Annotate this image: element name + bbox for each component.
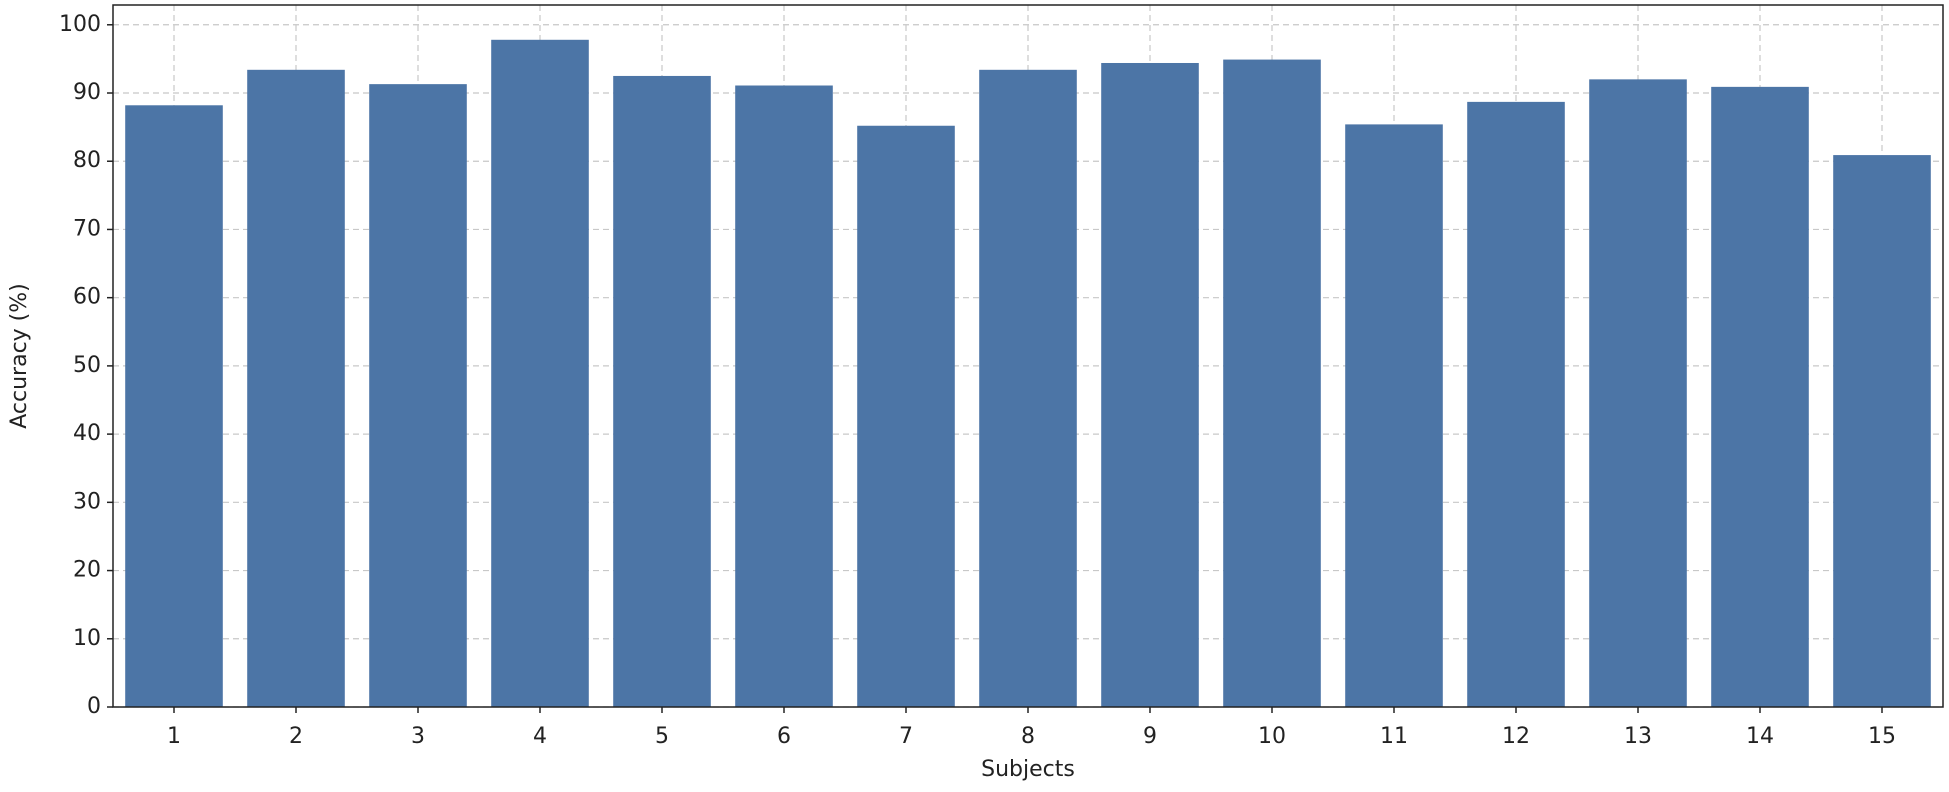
x-tick-label: 2 [289, 724, 303, 749]
bar [1833, 155, 1931, 707]
y-tick-label: 70 [73, 216, 101, 241]
y-tick-label: 100 [59, 12, 101, 37]
y-tick-label: 0 [87, 694, 101, 719]
x-tick-label: 6 [777, 724, 791, 749]
y-tick-label: 50 [73, 353, 101, 378]
y-axis-label: Accuracy (%) [7, 283, 32, 429]
bar [369, 84, 467, 707]
bar [1589, 79, 1687, 708]
bar [125, 105, 223, 708]
x-axis-label: Subjects [981, 757, 1075, 782]
x-tick-label: 11 [1380, 724, 1408, 749]
bar [1223, 59, 1321, 707]
bar [247, 69, 345, 708]
x-tick-label: 3 [411, 724, 425, 749]
x-tick-label: 13 [1624, 724, 1652, 749]
bar [857, 125, 955, 707]
bar [1345, 124, 1443, 707]
x-tick-label: 15 [1868, 724, 1896, 749]
y-tick-label: 90 [73, 80, 101, 105]
x-tick-label: 12 [1502, 724, 1530, 749]
bar [979, 69, 1077, 708]
y-tick-label: 10 [73, 626, 101, 651]
y-tick-label: 40 [73, 421, 101, 446]
x-tick-label: 1 [167, 724, 181, 749]
bar [1467, 101, 1565, 707]
bar [1101, 62, 1199, 707]
x-tick-label: 8 [1021, 724, 1035, 749]
y-tick-label: 80 [73, 148, 101, 173]
bar [735, 85, 833, 707]
x-tick-label: 7 [899, 724, 913, 749]
bar [1711, 86, 1809, 707]
x-tick-label: 14 [1746, 724, 1774, 749]
x-tick-label: 10 [1258, 724, 1286, 749]
bar [491, 39, 589, 707]
bar [613, 75, 711, 707]
y-tick-label: 20 [73, 558, 101, 583]
x-tick-label: 9 [1143, 724, 1157, 749]
plot-frame [112, 4, 1944, 708]
y-tick-label: 60 [73, 285, 101, 310]
y-tick-label: 30 [73, 489, 101, 514]
x-tick-label: 4 [533, 724, 547, 749]
x-tick-label: 5 [655, 724, 669, 749]
